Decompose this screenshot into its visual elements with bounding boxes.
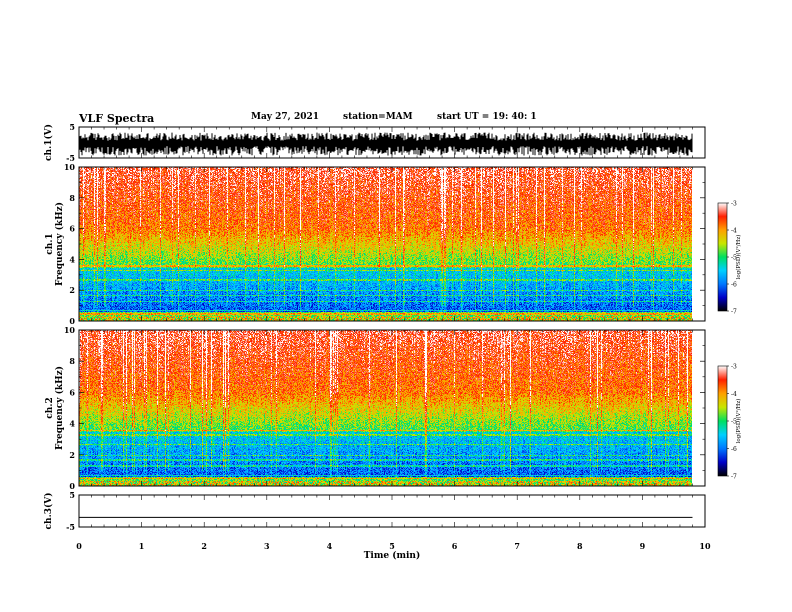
- x-axis-label: Time (min): [364, 550, 421, 561]
- y-tick-label: 0: [69, 316, 75, 326]
- colorbar-tick-label: -7: [731, 309, 737, 316]
- colorbar-tick-label: -3: [731, 364, 737, 371]
- y-tick-label: 10: [64, 162, 76, 172]
- colorbar-tick-label: -6: [731, 446, 737, 453]
- y-tick-label: 4: [69, 419, 75, 429]
- colorbar-tick-label: -5: [731, 255, 737, 262]
- colorbar-tick-label: -6: [731, 282, 737, 289]
- colorbar-tick-label: -4: [731, 391, 737, 398]
- ch3-wave-background: [79, 495, 705, 527]
- ch2-colorbar: [717, 365, 728, 477]
- ch1-ylabel-frequency: Frequency (kHz): [54, 202, 65, 286]
- colorbar-tick-label: -7: [731, 474, 737, 481]
- header-station: station=MAM: [343, 112, 413, 122]
- y-tick-label: 8: [69, 193, 75, 203]
- x-tick-label: 9: [640, 541, 646, 551]
- x-tick-label: 4: [327, 541, 333, 551]
- colorbar-tick-label: -5: [731, 419, 737, 426]
- header-date: May 27, 2021: [251, 112, 319, 122]
- y-tick-label: -5: [66, 153, 75, 163]
- x-tick-label: 3: [264, 541, 270, 551]
- colorbar-tick-label: -4: [731, 228, 737, 235]
- y-tick-label: 4: [69, 254, 75, 264]
- y-tick-label: 6: [69, 224, 75, 234]
- plot-labels: -3 -4 -5 -6 -7 log(PSD)(V²/Hz) -3 -4 -5 -6 -7 log(P…: [43, 122, 742, 561]
- y-tick-label: 0: [69, 481, 75, 491]
- ch1-ylabel-channel: ch.1: [45, 233, 55, 254]
- x-tick-label: 8: [577, 541, 583, 551]
- y-tick-label: 8: [69, 356, 75, 366]
- y-tick-label: 5: [69, 122, 75, 132]
- plot-data: [78, 132, 728, 518]
- y-tick-label: 2: [69, 285, 75, 295]
- x-tick-label: 0: [76, 541, 82, 551]
- colorbar-label: log(PSD)(V²/Hz): [735, 235, 742, 280]
- x-tick-label: 2: [201, 541, 207, 551]
- x-tick-label: 1: [139, 541, 145, 551]
- y-tick-label: -5: [66, 522, 75, 532]
- plot-axes: [78, 126, 729, 528]
- spectrogram-image: [79, 167, 692, 321]
- x-tick-label: 10: [699, 541, 711, 551]
- y-tick-label: 5: [69, 490, 75, 500]
- ch2-ylabel-frequency: Frequency (kHz): [54, 366, 65, 450]
- header-title: VLF Spectra: [79, 112, 155, 125]
- colorbar-tick-label: -3: [731, 201, 737, 208]
- ch3-wave-ylabel: ch.3(V): [43, 493, 54, 530]
- spectrogram-image: [79, 330, 692, 486]
- y-tick-label: 10: [64, 325, 76, 335]
- ch2-ylabel-channel: ch.2: [45, 397, 55, 418]
- y-tick-label: 2: [69, 450, 75, 460]
- header-start-time: start UT = 19: 40: 1: [437, 112, 537, 122]
- colorbar-label: log(PSD)(V²/Hz): [735, 399, 742, 444]
- ch1-wave-ylabel: ch.1(V): [43, 124, 54, 161]
- x-tick-label: 7: [514, 541, 520, 551]
- y-tick-label: 6: [69, 387, 75, 397]
- x-tick-label: 5: [389, 541, 395, 551]
- x-tick-label: 6: [452, 541, 458, 551]
- ch1-colorbar: [717, 202, 728, 312]
